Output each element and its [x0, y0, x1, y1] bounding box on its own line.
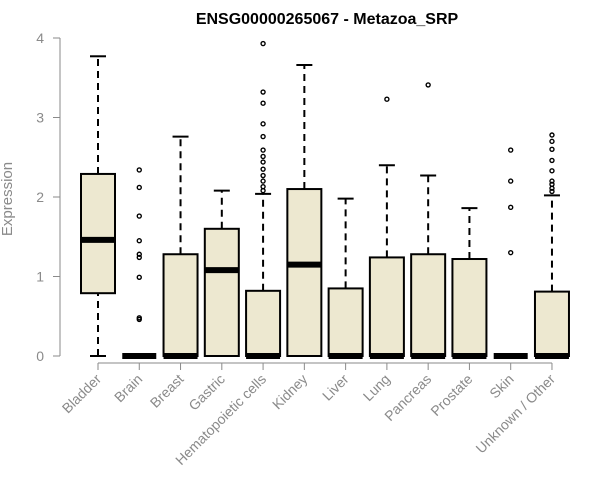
y-axis-label: Expression: [0, 162, 16, 236]
outlier-point: [549, 168, 555, 174]
box-breast: [162, 135, 199, 359]
outlier-point: [136, 238, 142, 244]
outlier-point: [425, 82, 431, 88]
outlier-point: [136, 167, 142, 173]
box-body: [451, 258, 488, 358]
outlier-point: [549, 132, 555, 138]
chart-title: ENSG00000265067 - Metazoa_SRP: [196, 11, 459, 28]
outlier-point: [136, 274, 142, 280]
outlier-point: [260, 178, 266, 184]
box-unknown-other: [533, 132, 570, 359]
outlier-point: [260, 166, 266, 172]
box-lung: [368, 96, 405, 359]
outlier-point: [260, 40, 266, 47]
x-tick-label: Prostate: [427, 371, 475, 419]
box-body: [203, 227, 240, 357]
outlier-point: [260, 183, 266, 190]
box-pancreas: [410, 82, 447, 359]
boxes: [80, 40, 570, 359]
outlier-point: [136, 184, 142, 191]
x-tick-label: Breast: [147, 371, 187, 411]
x-tick-label: Brain: [111, 371, 145, 405]
box-body: [327, 287, 364, 357]
box-body: [368, 256, 405, 358]
outlier-point: [136, 315, 142, 321]
x-tick-label: Skin: [486, 371, 517, 402]
y-tick-label: 4: [36, 30, 44, 46]
box-skin: [493, 147, 528, 359]
box-body: [162, 253, 199, 358]
y-tick-label: 0: [36, 348, 44, 364]
box-body: [80, 172, 116, 295]
outlier-point: [136, 213, 142, 219]
outlier-point: [549, 138, 555, 145]
outlier-point: [384, 96, 390, 102]
box-prostate: [451, 207, 488, 359]
box-body: [533, 290, 570, 358]
outlier-point: [260, 89, 266, 95]
outlier-point: [508, 249, 514, 256]
box-hematopoietic-cells: [245, 40, 282, 359]
box-brain: [122, 167, 157, 359]
y-tick-label: 3: [36, 110, 44, 126]
box-body: [245, 289, 282, 357]
x-tick-label: Liver: [319, 371, 352, 404]
outlier-point: [508, 147, 514, 153]
outlier-point: [136, 251, 142, 257]
box-liver: [327, 197, 364, 359]
box-body: [286, 188, 323, 357]
x-tick-label: Kidney: [269, 371, 311, 413]
x-tick-label: Bladder: [59, 371, 105, 417]
outlier-point: [549, 178, 555, 184]
box-body: [410, 253, 447, 358]
box-bladder: [80, 55, 116, 357]
outlier-point: [136, 254, 142, 261]
outlier-point: [260, 159, 266, 165]
outlier-point: [260, 147, 266, 153]
axes: 0 1 2 3 4: [36, 30, 553, 370]
outlier-point: [508, 204, 514, 211]
outlier-point: [260, 100, 266, 106]
box-gastric: [203, 189, 240, 357]
box-kidney: [286, 64, 323, 357]
outlier-point: [549, 146, 555, 153]
outlier-point: [260, 121, 266, 127]
outlier-point: [508, 178, 514, 184]
outlier-point: [260, 172, 266, 179]
outlier-point: [549, 157, 555, 164]
x-tick-label: Lung: [360, 371, 393, 404]
outlier-point: [260, 133, 266, 140]
y-tick-label: 2: [36, 189, 44, 205]
outlier-point: [260, 153, 266, 160]
outlier-point: [549, 188, 555, 195]
y-tick-label: 1: [36, 269, 44, 285]
outlier-point: [549, 181, 555, 187]
